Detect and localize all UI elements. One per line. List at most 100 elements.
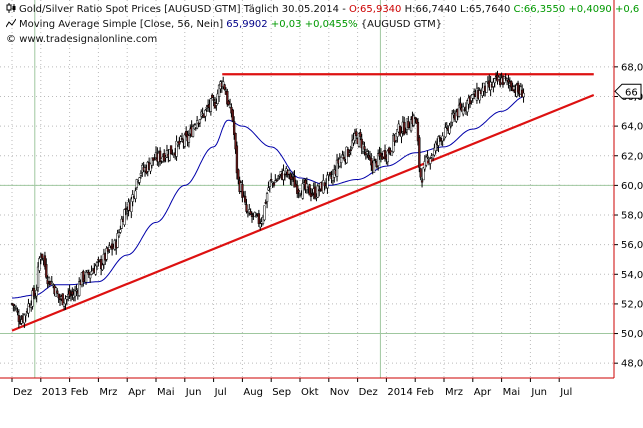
candle-body (448, 125, 451, 134)
candle-body (444, 127, 447, 138)
candle-body (138, 177, 141, 183)
candle-body (418, 137, 421, 168)
candle-body (47, 277, 51, 282)
x-tick-label: Mrz (99, 387, 117, 398)
y-tick-label: 52,0 (621, 299, 643, 310)
x-tick-label: Jul (214, 387, 227, 398)
candle-body (95, 262, 99, 267)
source-credit: © www.tradesignalonline.com (6, 34, 157, 46)
candle-body (275, 180, 278, 182)
candle-body (87, 272, 90, 275)
trendline-support (11, 93, 595, 332)
chart-grid (0, 0, 614, 378)
x-tick-label: Sep (272, 387, 291, 398)
candle-body (153, 158, 156, 161)
candle-body (134, 190, 137, 200)
candle-body (355, 131, 358, 136)
y-tick-label: 50,0 (621, 329, 643, 340)
candle-body (191, 126, 195, 137)
current-price-marker: 66 (614, 83, 642, 99)
y-tick-label: 58,0 (621, 211, 643, 222)
candle-body (276, 178, 280, 180)
candle-body (459, 102, 462, 109)
candle-body (510, 80, 513, 88)
candle-layer (10, 70, 525, 329)
candle-body (243, 195, 247, 203)
candle-body (420, 180, 424, 183)
price-date: 30.05.2014 (281, 4, 340, 15)
candle-body (204, 109, 207, 117)
moving-average-layer (12, 96, 525, 299)
candle-body (231, 109, 234, 122)
candle-body (318, 189, 321, 192)
candle-body (419, 168, 422, 178)
candle-body (287, 170, 291, 175)
candle-body (426, 156, 429, 158)
price-legend: Gold/Silver Ratio Spot Prices [AUGUSD GT… (6, 3, 639, 16)
candle-body (175, 141, 178, 157)
candle-body (65, 296, 69, 300)
candle-body (36, 266, 40, 288)
candle-body (512, 86, 516, 90)
candle-body (86, 270, 89, 273)
candle-body (254, 215, 258, 218)
candle-body (414, 117, 417, 120)
candle-body (349, 149, 352, 152)
candle-body (101, 264, 104, 271)
candle-body (38, 258, 41, 271)
candle-body (250, 214, 254, 217)
x-tick-label: Dez (13, 387, 32, 398)
candle-body (187, 135, 191, 143)
candle-body (259, 223, 262, 228)
candle-body (313, 186, 317, 199)
y-tick-label: 64,0 (621, 122, 643, 133)
candle-body (135, 179, 138, 188)
price-high: H:66,7440 (404, 4, 457, 15)
candle-body (359, 132, 362, 137)
candle-body (69, 294, 73, 296)
candle-body (13, 305, 16, 308)
candle-body (457, 104, 461, 117)
candle-body (400, 132, 403, 138)
x-tick-label: Apr (128, 387, 146, 398)
candle-body (61, 293, 64, 306)
y-tick-label: 54,0 (621, 270, 643, 281)
candle-body (211, 94, 214, 99)
ma-value: 65,9902 (226, 19, 268, 30)
candle-body (123, 209, 126, 226)
candle-body (119, 229, 122, 233)
candle-body (390, 151, 394, 156)
x-tick-label: Jun (530, 387, 547, 398)
source-url: www.tradesignalonline.com (19, 34, 158, 45)
candle-body (497, 76, 501, 80)
candle-body (34, 297, 37, 300)
moving-average-line (12, 96, 525, 299)
candle-body (507, 79, 510, 83)
candle-body (245, 204, 248, 212)
candle-body (283, 173, 287, 176)
candle-body (297, 189, 300, 193)
candle-body (126, 211, 129, 214)
candle-body (233, 121, 236, 135)
ma-name: Moving Average Simple [Close, 56, Nein] (19, 19, 224, 30)
candle-body (404, 131, 407, 134)
candle-body (522, 92, 525, 98)
candle-body (178, 140, 181, 145)
candle-body (226, 91, 229, 105)
y-tick-label: 56,0 (621, 240, 643, 251)
candle-body (168, 149, 171, 161)
candle-body (120, 218, 123, 229)
candle-body (183, 134, 186, 147)
candle-body (50, 281, 53, 283)
x-tick-label: Jun (185, 387, 202, 398)
x-tick-label: Aug (243, 387, 263, 398)
candle-body (311, 193, 314, 196)
candle-body (341, 154, 344, 156)
candle-body (272, 182, 276, 186)
x-tick-label: Mai (157, 387, 175, 398)
candle-body (71, 291, 74, 295)
x-tick-label: Mrz (445, 387, 463, 398)
x-tick-label: Apr (474, 387, 492, 398)
price-interval: Täglich (243, 4, 279, 15)
